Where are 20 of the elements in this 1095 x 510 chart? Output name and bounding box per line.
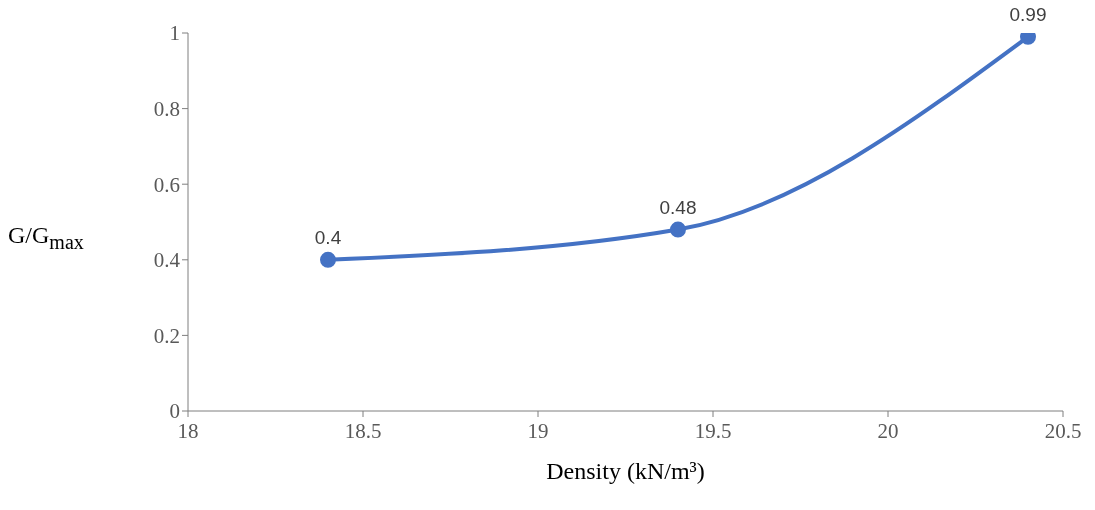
y-tick-label: 1 [169, 21, 180, 46]
y-tick-label: 0.8 [153, 97, 180, 122]
x-tick-label: 20 [877, 418, 899, 443]
x-tick-label: 18.5 [344, 418, 382, 443]
y-tick-label: 0.2 [153, 323, 180, 348]
data-label: 0.4 [314, 226, 342, 248]
x-tick-label: 20.5 [1044, 418, 1082, 443]
x-axis-title: Density (kN/m³) [546, 458, 705, 484]
y-tick-label: 0.4 [153, 248, 181, 273]
y-axis-title: G/G$_{max}$ [8, 222, 84, 254]
x-tick-label: 19.5 [694, 418, 732, 443]
x-tick-label: 18 [177, 418, 199, 443]
data-label: 0.48 [659, 196, 697, 218]
point [670, 221, 686, 238]
data-label: 0.99 [1009, 3, 1047, 25]
y-tick-label: 0.6 [153, 172, 180, 197]
y-tick-label: 0 [169, 399, 180, 424]
x-tick-label: 19 [527, 418, 549, 443]
point [1020, 33, 1036, 45]
point [320, 251, 336, 268]
